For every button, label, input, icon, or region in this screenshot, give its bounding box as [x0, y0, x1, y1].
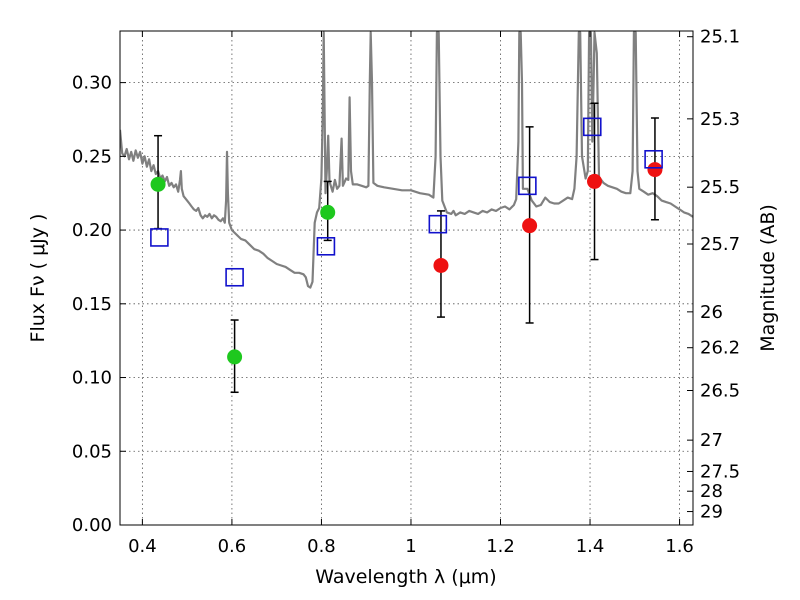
- y-tick-label: 0.00: [72, 515, 112, 536]
- data-point-red: [433, 257, 449, 273]
- x-axis-title: Wavelength λ (μm): [315, 566, 496, 588]
- tick-layer: [120, 31, 693, 526]
- x-tick-label: 0.8: [307, 536, 336, 557]
- model-square: [316, 236, 336, 256]
- right-tick-label: 26.2: [700, 338, 740, 359]
- right-tick-label: 29: [700, 502, 723, 523]
- right-tick-label: 28: [700, 481, 723, 502]
- right-tick-label: 25.3: [700, 109, 740, 130]
- y-tick-label: 0.25: [72, 146, 112, 167]
- right-tick-label: 26.5: [700, 381, 740, 402]
- plot-frame: [119, 30, 694, 526]
- model-square: [225, 267, 244, 287]
- y-axis-title: Flux Fν ( μJy ): [27, 214, 49, 343]
- x-tick-label: 0.6: [218, 536, 247, 557]
- y-tick-label: 0.15: [72, 294, 112, 315]
- model-square: [582, 117, 602, 137]
- marker-layer: [150, 117, 663, 365]
- data-point-red: [647, 162, 663, 178]
- right-axis-title: Magnitude (AB): [757, 204, 779, 352]
- y-tick-label: 0.05: [72, 441, 112, 462]
- model-square: [518, 176, 537, 196]
- x-tick-label: 1.4: [576, 536, 605, 557]
- y-tick-label: 0.10: [72, 368, 112, 389]
- x-tick-label: 1.2: [486, 536, 515, 557]
- y-tick-label: 0.30: [72, 73, 112, 94]
- x-tick-label: 1: [405, 536, 416, 557]
- spectrum-layer: [120, 31, 693, 289]
- model-square: [428, 214, 448, 234]
- y-tick-label: 0.20: [72, 220, 112, 241]
- data-point-red: [522, 218, 538, 234]
- right-tick-label: 27: [700, 430, 723, 451]
- right-tick-label: 26: [700, 302, 723, 323]
- model-spectrum-line: [120, 31, 693, 289]
- right-tick-label: 25.1: [700, 27, 740, 48]
- x-tick-label: 0.4: [128, 536, 157, 557]
- model-square: [150, 228, 169, 247]
- tick-label-layer: 0.4 0.6 0.8 1 1.2 1.4 1.6 0.00 0.05 0.10 0.15 0.20 0…: [72, 27, 740, 557]
- data-point-green: [150, 176, 166, 192]
- right-tick-label: 27.5: [700, 461, 740, 482]
- data-point-green: [320, 204, 336, 220]
- x-tick-label: 1.6: [665, 536, 694, 557]
- model-square: [644, 149, 663, 169]
- right-tick-label: 25.7: [700, 234, 740, 255]
- data-point-green: [227, 349, 243, 365]
- data-point-red: [587, 173, 603, 189]
- right-tick-label: 25.5: [700, 177, 740, 198]
